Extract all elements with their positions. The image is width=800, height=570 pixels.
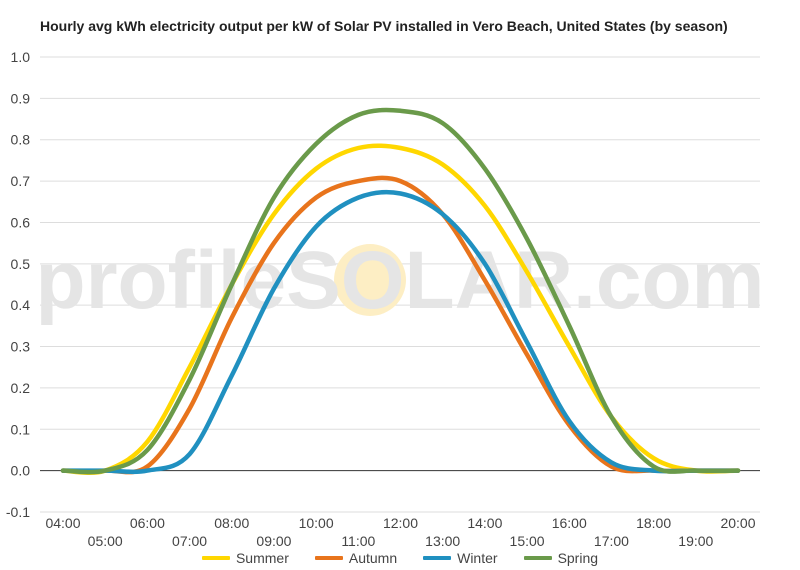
x-tick-label: 05:00: [88, 533, 123, 549]
y-tick-label: 1.0: [11, 49, 31, 65]
watermark: profileSOLAR.com: [36, 235, 765, 326]
y-tick-label: 0.3: [11, 339, 31, 355]
y-tick-label: 0.0: [11, 463, 31, 479]
watermark-sun-icon: [334, 244, 406, 316]
series-lines: [60, 107, 741, 476]
x-tick-label: 17:00: [594, 533, 629, 549]
y-tick-label: 0.5: [11, 256, 31, 272]
x-axis-ticks: 04:00 06:00 08:00 10:00 12:00 14:00 16:00 18:00…: [45, 515, 755, 549]
watermark-text: profileSOLAR.com: [36, 235, 765, 326]
series-line-spring[interactable]: [60, 107, 741, 475]
legend-swatch-spring: [523, 556, 552, 560]
legend-label-spring: Spring: [557, 550, 599, 566]
x-tick-label: 10:00: [299, 515, 334, 531]
x-tick-label: 07:00: [172, 533, 207, 549]
x-tick-label: 16:00: [552, 515, 587, 531]
legend-label-winter: Winter: [457, 550, 498, 566]
y-tick-label: 0.2: [11, 380, 31, 396]
x-tick-label: 19:00: [678, 533, 713, 549]
y-tick-label: 0.4: [11, 297, 31, 313]
y-tick-label: 0.8: [11, 132, 31, 148]
y-tick-label: -0.1: [6, 504, 30, 520]
legend-swatch-winter: [423, 556, 452, 560]
x-tick-label: 04:00: [45, 515, 80, 531]
x-tick-label: 13:00: [425, 533, 460, 549]
y-tick-label: 0.7: [11, 173, 31, 189]
x-tick-label: 12:00: [383, 515, 418, 531]
legend-item-spring[interactable]: Spring: [523, 549, 599, 567]
y-tick-label: 0.6: [11, 214, 31, 230]
legend-item-summer[interactable]: Summer: [201, 549, 289, 567]
x-tick-label: 15:00: [510, 533, 545, 549]
x-tick-label: 20:00: [720, 515, 755, 531]
x-tick-label: 18:00: [636, 515, 671, 531]
x-tick-label: 14:00: [467, 515, 502, 531]
y-axis-ticks: 1.0 0.9 0.8 0.7 0.6 0.5 0.4 0.3 0.2 0.1 0.0 -0.1: [6, 49, 30, 520]
legend-swatch-summer: [201, 556, 230, 560]
legend-label-autumn: Autumn: [348, 550, 398, 566]
chart-title: Hourly avg kWh electricity output per kW…: [40, 18, 728, 34]
x-tick-label: 08:00: [214, 515, 249, 531]
legend-item-winter[interactable]: Winter: [423, 549, 498, 567]
y-tick-label: 0.9: [11, 90, 31, 106]
series-line-autumn[interactable]: [60, 175, 741, 475]
series-line-winter[interactable]: [60, 189, 741, 475]
x-tick-label: 11:00: [341, 533, 375, 549]
legend-item-autumn[interactable]: Autumn: [314, 549, 398, 567]
legend: Summer Autumn Winter Spring: [0, 549, 800, 567]
x-tick-label: 09:00: [256, 533, 291, 549]
y-tick-label: 0.1: [11, 421, 31, 437]
x-tick-label: 06:00: [130, 515, 165, 531]
legend-label-summer: Summer: [235, 550, 289, 566]
legend-swatch-autumn: [314, 556, 343, 560]
